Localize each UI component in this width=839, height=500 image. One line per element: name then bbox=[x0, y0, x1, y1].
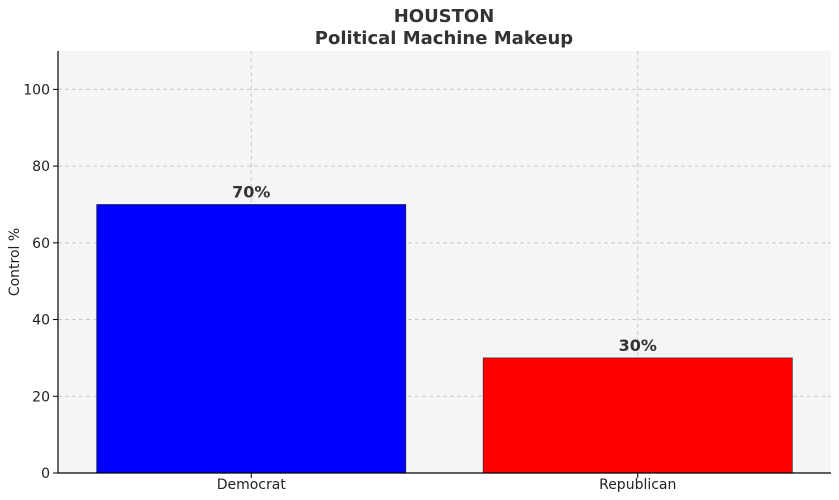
chart-title: HOUSTON bbox=[394, 6, 495, 27]
x-tick-label: Democrat bbox=[217, 477, 287, 493]
y-tick-label: 100 bbox=[23, 82, 50, 98]
data-label: 70% bbox=[232, 182, 270, 201]
x-axis-ticks: Democrat Republican bbox=[217, 473, 676, 493]
y-tick-label: 20 bbox=[32, 389, 50, 405]
y-tick-label: 0 bbox=[41, 466, 50, 482]
x-tick-label: Republican bbox=[599, 477, 676, 493]
bar-republican bbox=[482, 357, 793, 474]
y-tick-label: 40 bbox=[32, 313, 50, 329]
bars bbox=[96, 204, 793, 474]
data-label: 30% bbox=[619, 336, 657, 355]
chart-subtitle: Political Machine Makeup bbox=[315, 28, 573, 49]
data-labels: 70% 30% bbox=[232, 182, 657, 354]
y-axis-ticks: 0 20 40 60 80 100 bbox=[23, 82, 58, 482]
bar-democrat bbox=[96, 204, 407, 474]
y-tick-label: 80 bbox=[32, 159, 50, 175]
y-tick-label: 60 bbox=[32, 236, 50, 252]
y-axis-label: Control % bbox=[7, 228, 23, 296]
